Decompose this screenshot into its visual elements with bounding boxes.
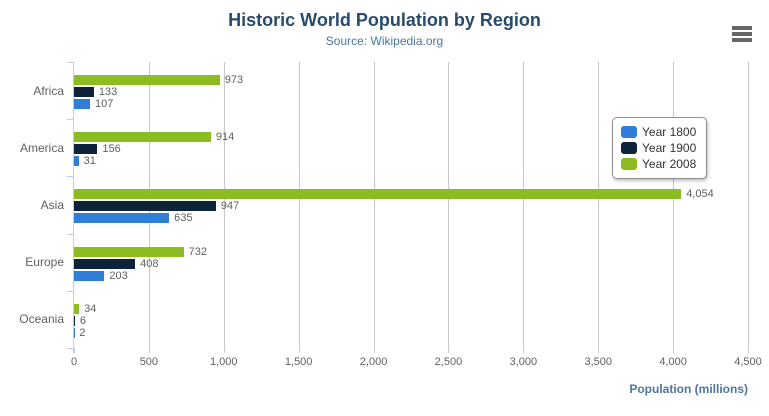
hamburger-menu-icon: [732, 26, 752, 30]
x-axis-tick-label: 4,000: [659, 356, 687, 368]
bar-africa-year-1800[interactable]: [74, 99, 91, 109]
legend-item-year-1800[interactable]: Year 1800: [621, 124, 696, 140]
x-axis-tick: [598, 348, 600, 353]
legend: Year 1800 Year 1900 Year 2008: [612, 117, 708, 179]
y-axis-tick: [67, 62, 73, 63]
bar-asia-year-2008[interactable]: [74, 189, 682, 200]
bar-america-year-2008[interactable]: [74, 132, 211, 143]
chart-subtitle: Source: Wikipedia.org: [325, 34, 444, 48]
x-axis-tick-label: 2,500: [434, 356, 463, 368]
x-axis-tick: [148, 348, 150, 353]
legend-item-year-1900[interactable]: Year 1900: [621, 140, 696, 156]
x-axis-tick-label: 3,000: [509, 356, 538, 368]
category-label: Africa: [33, 83, 64, 98]
gridline: [448, 62, 450, 348]
bar-value-label: 947: [220, 200, 240, 213]
bar-oceania-year-2008[interactable]: [74, 303, 80, 314]
gridline: [298, 62, 300, 348]
x-axis-tick: [748, 348, 749, 353]
legend-item-label: Year 2008: [642, 157, 697, 171]
bar-america-year-1900[interactable]: [74, 144, 98, 155]
gridline: [673, 62, 675, 348]
x-axis-tick-label: 500: [139, 356, 159, 368]
x-axis-tick: [223, 348, 225, 353]
bar-value-label: 408: [140, 257, 159, 270]
bar-value-label: 973: [224, 74, 244, 86]
gridline: [523, 62, 525, 348]
x-axis-tick: [298, 348, 300, 353]
bar-value-label: 203: [109, 269, 128, 282]
x-axis-tick: [74, 348, 75, 353]
y-axis-tick: [67, 290, 73, 292]
bar-value-label: 34: [84, 302, 97, 315]
bar-africa-year-2008[interactable]: [74, 75, 220, 85]
gridline: [748, 62, 749, 348]
bar-value-label: 914: [215, 131, 235, 144]
hamburger-menu-icon: [732, 32, 752, 36]
x-axis-tick: [673, 348, 675, 353]
hamburger-menu-icon: [732, 38, 752, 42]
legend-swatch-icon: [621, 158, 637, 170]
y-axis-tick: [67, 233, 73, 235]
bar-europe-year-2008[interactable]: [74, 246, 184, 257]
bar-asia-year-1800[interactable]: [74, 213, 170, 224]
x-axis-tick-label: 2,000: [359, 356, 388, 368]
y-axis-tick: [67, 348, 73, 349]
y-axis-line: [73, 62, 74, 353]
gridline: [598, 62, 600, 348]
bar-value-label: 31: [83, 155, 96, 168]
category-label: America: [19, 140, 64, 155]
bar-oceania-year-1900[interactable]: [74, 315, 75, 326]
bar-value-label: 107: [95, 98, 114, 110]
bar-value-label: 635: [174, 212, 193, 225]
legend-item-year-2008[interactable]: Year 2008: [621, 156, 696, 172]
legend-swatch-icon: [621, 126, 637, 138]
legend-swatch-icon: [621, 142, 637, 154]
x-axis-title: Population (millions): [629, 382, 748, 396]
bar-value-label: 4,054: [686, 188, 714, 201]
bar-europe-year-1800[interactable]: [74, 270, 105, 281]
bar-america-year-1800[interactable]: [74, 156, 79, 167]
bar-value-label: 732: [188, 245, 207, 258]
category-label: Europe: [25, 255, 64, 270]
bar-value-label: 6: [79, 314, 87, 327]
x-axis-tick-label: 0: [70, 356, 78, 368]
bar-value-label: 2: [79, 326, 86, 339]
y-axis-tick: [67, 176, 73, 178]
y-axis-tick: [67, 119, 73, 121]
bar-value-label: 156: [102, 143, 121, 156]
bar-europe-year-1900[interactable]: [74, 258, 136, 269]
bar-africa-year-1900[interactable]: [74, 87, 94, 97]
x-axis-tick-label: 1,500: [284, 356, 313, 368]
legend-item-label: Year 1900: [642, 141, 697, 155]
legend-item-label: Year 1800: [642, 125, 697, 139]
x-axis-tick-label: 3,500: [584, 356, 612, 368]
category-label: Asia: [40, 198, 64, 212]
bar-value-label: 133: [98, 86, 118, 98]
x-axis-tick-label: 4,500: [734, 356, 762, 368]
x-axis-tick-label: 1,000: [210, 356, 238, 368]
gridline: [373, 62, 375, 348]
bar-asia-year-1900[interactable]: [74, 201, 216, 212]
x-axis-tick: [523, 348, 525, 353]
x-axis-tick: [448, 348, 450, 353]
category-label: Oceania: [19, 312, 64, 327]
chart-title: Historic World Population by Region: [228, 10, 541, 30]
export-menu-button[interactable]: [729, 22, 755, 46]
x-axis-tick: [373, 348, 375, 353]
gridline: [223, 62, 225, 348]
